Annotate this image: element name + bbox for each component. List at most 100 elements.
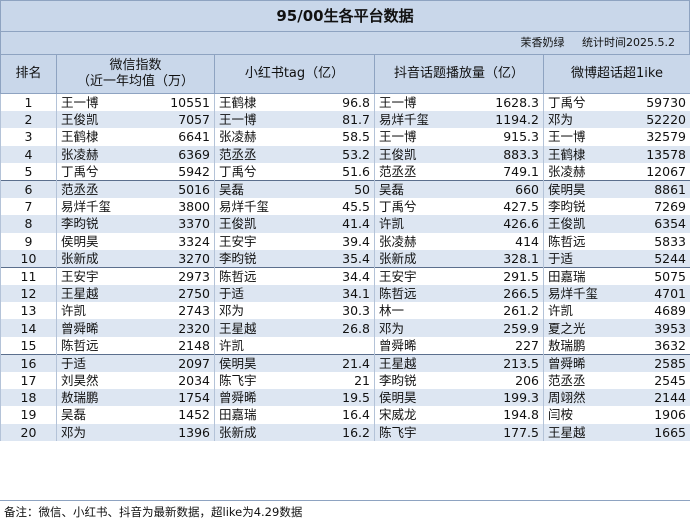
weibo-cell: 张凌赫 12067 — [543, 162, 690, 181]
header-row: 排名 微信指数 （近一年均值（万） 小红书tag（亿） 抖音话题播放量（亿） 微… — [0, 54, 690, 94]
xhs-cell: 王一博 81.7 — [214, 111, 375, 129]
table-row: 18 敖瑞鹏 1754 曾舜晞 19.5 侯明昊 199.3 周翊然 2144 — [0, 389, 690, 407]
douyin-value: 1628.3 — [495, 95, 539, 111]
wechat-cell: 于适 2097 — [56, 353, 215, 372]
weibo-value: 1906 — [654, 407, 686, 423]
douyin-name: 陈哲远 — [379, 286, 417, 302]
weibo-name: 夏之光 — [548, 320, 586, 336]
wechat-cell: 敖瑞鹏 1754 — [56, 389, 215, 407]
rank-cell: 1 — [0, 93, 57, 112]
douyin-value: 291.5 — [503, 268, 539, 284]
douyin-value: 426.6 — [503, 216, 539, 232]
weibo-value: 4701 — [654, 286, 686, 302]
wechat-cell: 李昀锐 3370 — [56, 215, 215, 233]
douyin-name: 陈飞宇 — [379, 424, 417, 440]
douyin-cell: 曾舜晞 227 — [374, 336, 544, 355]
header-rank: 排名 — [0, 54, 57, 94]
weibo-value: 13578 — [646, 146, 686, 162]
xhs-value: 53.2 — [342, 146, 370, 162]
wechat-value: 6369 — [178, 146, 210, 162]
wechat-name: 张凌赫 — [61, 146, 99, 162]
wechat-name: 张新成 — [61, 250, 99, 266]
douyin-name: 宋威龙 — [379, 407, 417, 423]
weibo-cell: 易烊千玺 4701 — [543, 285, 690, 303]
xhs-cell: 范丞丞 53.2 — [214, 145, 375, 163]
author-label: 茉香奶绿 — [520, 36, 565, 49]
header-wechat-line2: （近一年均值（万） — [76, 74, 194, 89]
wechat-value: 6641 — [178, 129, 210, 145]
wechat-name: 李昀锐 — [61, 216, 99, 232]
xhs-value: 51.6 — [342, 163, 370, 179]
weibo-name: 王俊凯 — [548, 216, 586, 232]
douyin-name: 王一博 — [379, 129, 417, 145]
xhs-cell: 陈哲远 34.4 — [214, 266, 375, 286]
xhs-name: 陈哲远 — [219, 268, 257, 284]
douyin-cell: 王俊凯 883.3 — [374, 145, 544, 163]
weibo-name: 陈哲远 — [548, 233, 586, 249]
wechat-cell: 易烊千玺 3800 — [56, 198, 215, 216]
table-row: 8 李昀锐 3370 王俊凯 41.4 许凯 426.6 王俊凯 6354 — [0, 215, 690, 233]
wechat-name: 于适 — [61, 355, 87, 371]
weibo-value: 6354 — [654, 216, 686, 232]
rank-cell: 14 — [0, 319, 57, 337]
xhs-name: 易烊千玺 — [219, 199, 270, 215]
wechat-cell: 王一博 10551 — [56, 93, 215, 112]
douyin-value: 194.8 — [503, 407, 539, 423]
douyin-name: 林一 — [379, 303, 405, 319]
xhs-name: 丁禹兮 — [219, 163, 257, 179]
douyin-value: 213.5 — [503, 355, 539, 371]
weibo-name: 许凯 — [548, 303, 574, 319]
douyin-cell: 吴磊 660 — [374, 179, 544, 199]
douyin-name: 张新成 — [379, 250, 417, 266]
rank-cell: 17 — [0, 372, 57, 390]
rank-cell: 12 — [0, 285, 57, 303]
weibo-cell: 王星越 1665 — [543, 423, 690, 441]
table-row: 3 王鹤棣 6641 张凌赫 58.5 王一博 915.3 王一博 32579 — [0, 128, 690, 146]
table-row: 9 侯明昊 3324 王安宇 39.4 张凌赫 414 陈哲远 5833 — [0, 232, 690, 250]
stat-time-label: 统计时间2025.5.2 — [582, 36, 675, 49]
weibo-name: 李昀锐 — [548, 199, 586, 215]
weibo-name: 周翊然 — [548, 390, 586, 406]
table-subtitle: 茉香奶绿 统计时间2025.5.2 — [0, 32, 690, 54]
xhs-name: 王俊凯 — [219, 216, 257, 232]
table-row: 4 张凌赫 6369 范丞丞 53.2 王俊凯 883.3 王鹤棣 13578 — [0, 145, 690, 163]
xhs-cell: 许凯 — [214, 336, 375, 355]
xhs-cell: 侯明昊 21.4 — [214, 353, 375, 372]
douyin-name: 侯明昊 — [379, 390, 417, 406]
douyin-cell: 陈飞宇 177.5 — [374, 423, 544, 441]
douyin-cell: 李昀锐 206 — [374, 372, 544, 390]
wechat-value: 1452 — [178, 407, 210, 423]
douyin-cell: 丁禹兮 427.5 — [374, 198, 544, 216]
table-row: 6 范丞丞 5016 吴磊 50 吴磊 660 侯明昊 8861 — [0, 179, 690, 199]
wechat-value: 1396 — [178, 424, 210, 440]
xhs-value: 21.4 — [342, 355, 370, 371]
douyin-cell: 张新成 328.1 — [374, 249, 544, 268]
rank-cell: 20 — [0, 423, 57, 441]
weibo-value: 52220 — [646, 112, 686, 128]
weibo-cell: 周翊然 2144 — [543, 389, 690, 407]
weibo-name: 范丞丞 — [548, 373, 586, 389]
xhs-value: 16.2 — [342, 424, 370, 440]
weibo-name: 丁禹兮 — [548, 95, 586, 111]
douyin-value: 915.3 — [503, 129, 539, 145]
douyin-value: 328.1 — [503, 250, 539, 266]
wechat-cell: 吴磊 1452 — [56, 406, 215, 424]
weibo-cell: 李昀锐 7269 — [543, 198, 690, 216]
weibo-cell: 敖瑞鹏 3632 — [543, 336, 690, 355]
wechat-name: 王安宇 — [61, 268, 99, 284]
wechat-name: 王一博 — [61, 95, 99, 111]
wechat-name: 邓为 — [61, 424, 87, 440]
douyin-value: 177.5 — [503, 424, 539, 440]
xhs-name: 陈飞宇 — [219, 373, 257, 389]
xhs-name: 王星越 — [219, 320, 257, 336]
wechat-name: 王俊凯 — [61, 112, 99, 128]
wechat-cell: 张新成 3270 — [56, 249, 215, 268]
wechat-value: 3324 — [178, 233, 210, 249]
xhs-value: 45.5 — [342, 199, 370, 215]
weibo-cell: 闫桉 1906 — [543, 406, 690, 424]
weibo-value: 5075 — [654, 268, 686, 284]
douyin-name: 王安宇 — [379, 268, 417, 284]
xhs-name: 吴磊 — [219, 182, 245, 198]
xhs-cell: 丁禹兮 51.6 — [214, 162, 375, 181]
douyin-name: 曾舜晞 — [379, 337, 417, 353]
